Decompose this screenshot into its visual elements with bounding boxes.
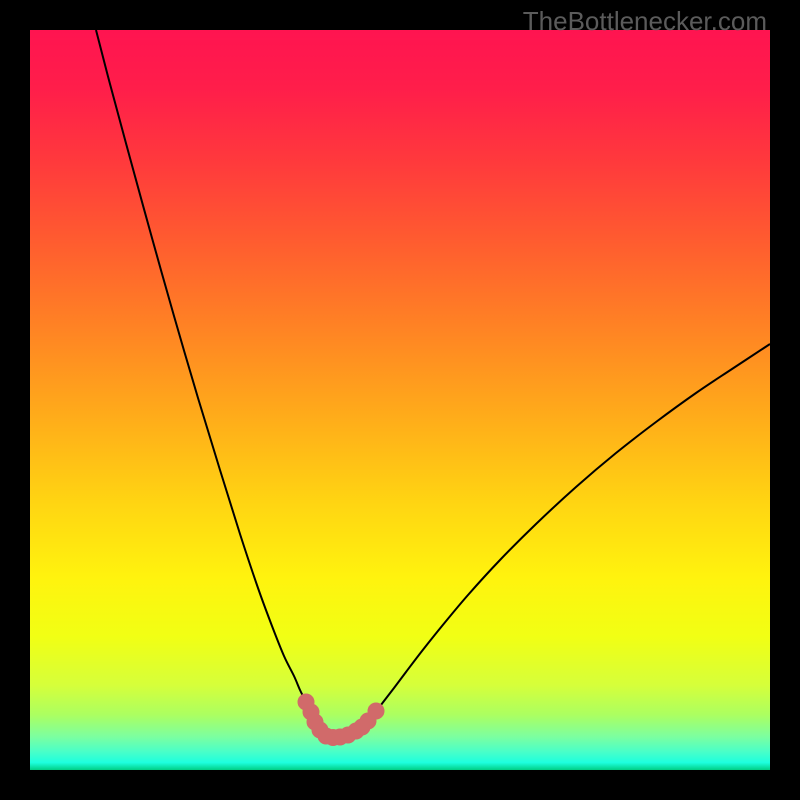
chart-container: { "chart": { "type": "line", "canvas": {…: [0, 0, 800, 800]
curve-layer: [0, 0, 800, 800]
highlight-marker: [368, 703, 384, 719]
watermark: TheBottlenecker.com: [523, 6, 767, 37]
gradient-background: [30, 30, 770, 770]
